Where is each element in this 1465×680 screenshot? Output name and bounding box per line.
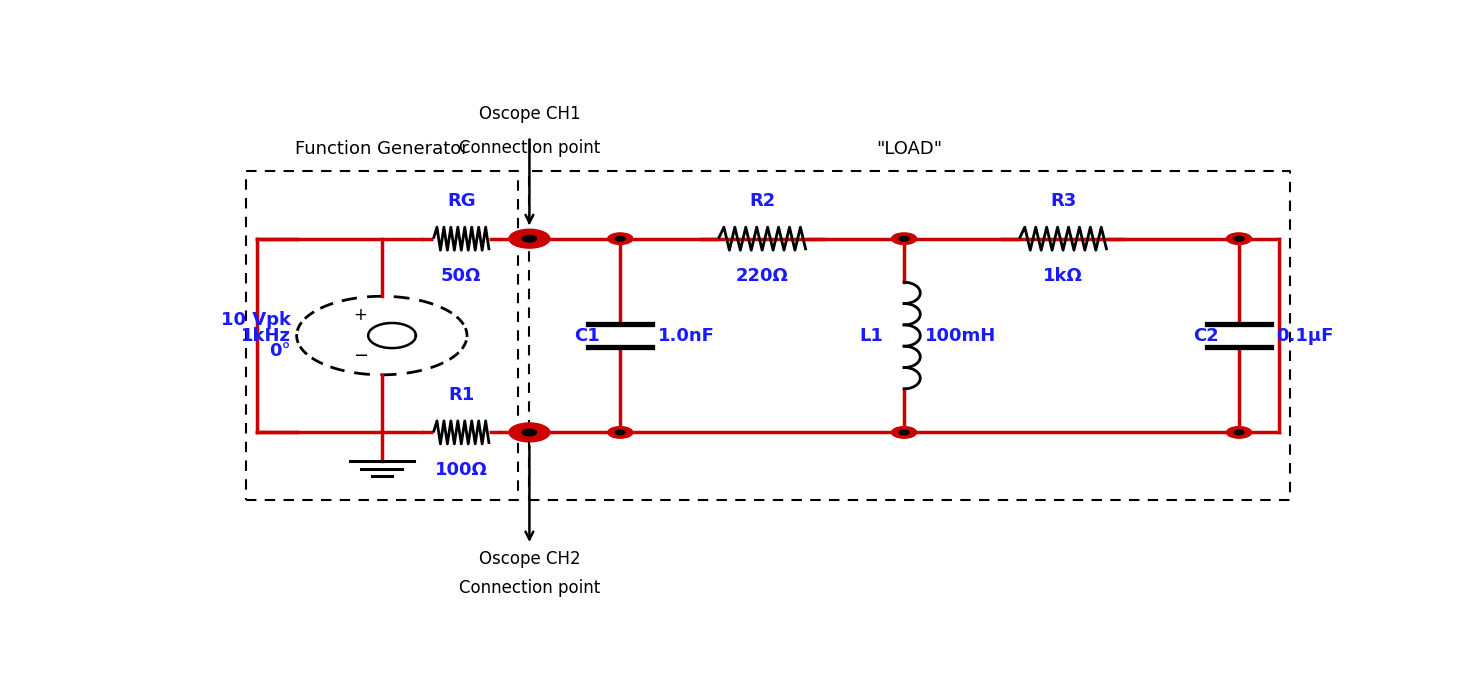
Text: 50Ω: 50Ω <box>441 267 482 286</box>
Text: Connection point: Connection point <box>459 139 601 157</box>
Text: "LOAD": "LOAD" <box>876 139 943 158</box>
Circle shape <box>1226 233 1251 244</box>
Text: R2: R2 <box>749 192 775 210</box>
Text: R1: R1 <box>448 386 475 404</box>
Circle shape <box>892 233 917 244</box>
Text: L1: L1 <box>860 326 883 345</box>
Text: Oscope CH2: Oscope CH2 <box>479 550 580 568</box>
Circle shape <box>900 430 910 435</box>
Text: Connection point: Connection point <box>459 579 601 597</box>
Circle shape <box>522 429 536 436</box>
Text: 1.0nF: 1.0nF <box>658 326 715 345</box>
Circle shape <box>1234 430 1244 435</box>
Text: 100Ω: 100Ω <box>435 461 488 479</box>
Text: 1kΩ: 1kΩ <box>1043 267 1083 286</box>
Circle shape <box>608 426 633 438</box>
Text: C2: C2 <box>1193 326 1219 345</box>
Circle shape <box>892 426 917 438</box>
Text: RG: RG <box>447 192 476 210</box>
Text: 100mH: 100mH <box>924 326 996 345</box>
Text: 0°: 0° <box>270 342 292 360</box>
Circle shape <box>508 229 549 248</box>
Text: 10 Vpk: 10 Vpk <box>221 311 292 329</box>
Text: 1kHz: 1kHz <box>240 326 292 345</box>
Circle shape <box>1226 426 1251 438</box>
Text: −: − <box>353 347 368 365</box>
Text: C1: C1 <box>574 326 599 345</box>
Text: Function Generator: Function Generator <box>294 139 469 158</box>
Text: R3: R3 <box>1050 192 1077 210</box>
Text: 0.1μF: 0.1μF <box>1276 326 1333 345</box>
Circle shape <box>615 237 626 241</box>
Circle shape <box>1234 237 1244 241</box>
Circle shape <box>900 237 910 241</box>
Circle shape <box>522 235 536 242</box>
Text: Oscope CH1: Oscope CH1 <box>479 105 580 124</box>
Text: +: + <box>353 306 368 324</box>
Circle shape <box>615 430 626 435</box>
Circle shape <box>608 233 633 244</box>
Text: 220Ω: 220Ω <box>735 267 788 286</box>
Circle shape <box>508 423 549 442</box>
